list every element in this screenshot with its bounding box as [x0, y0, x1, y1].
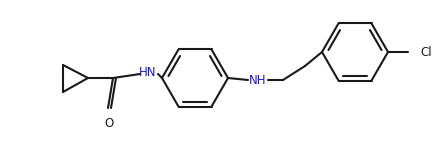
Text: HN: HN	[139, 66, 157, 78]
Text: Cl: Cl	[420, 45, 432, 58]
Text: O: O	[105, 117, 114, 130]
Text: NH: NH	[249, 74, 267, 87]
